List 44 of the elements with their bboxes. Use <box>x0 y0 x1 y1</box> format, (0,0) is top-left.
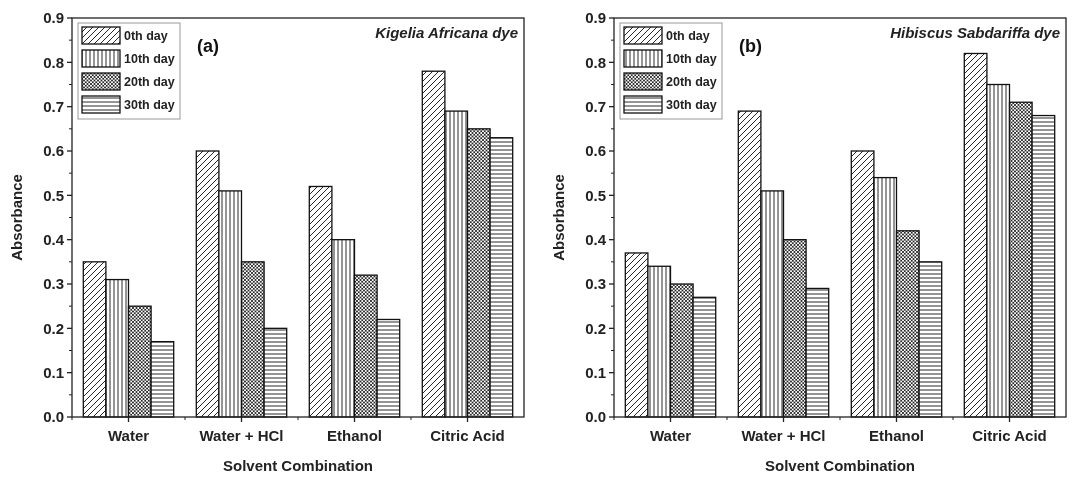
y-tick-label: 0.4 <box>43 230 65 248</box>
y-tick-label: 0.2 <box>585 319 606 337</box>
y-axis-title: Absorbance <box>8 174 25 261</box>
legend-label: 0th day <box>666 29 710 44</box>
y-tick-label: 0.8 <box>585 53 606 71</box>
chart-title: Kigelia Africana dye <box>375 24 518 41</box>
legend-label: 30th day <box>666 98 717 113</box>
y-tick-label: 0.7 <box>43 97 64 115</box>
x-tick-label: Citric Acid <box>972 427 1047 444</box>
x-tick-label: Water + HCl <box>741 427 826 444</box>
legend-label: 0th day <box>124 29 168 44</box>
y-tick-label: 0.5 <box>43 186 64 204</box>
legend-label: 10th day <box>124 52 175 67</box>
legend-label: 20th day <box>124 75 175 90</box>
y-tick-label: 0.3 <box>43 275 64 293</box>
legend-label: 30th day <box>124 98 175 113</box>
x-tick-label: Water <box>107 427 150 444</box>
y-tick-label: 0.6 <box>585 142 606 160</box>
y-tick-label: 0.1 <box>43 363 64 381</box>
x-tick-label: Ethanol <box>327 427 382 444</box>
y-tick-label: 0.9 <box>43 9 64 27</box>
legend-label: 10th day <box>666 52 717 67</box>
x-tick-label: Ethanol <box>869 427 924 444</box>
x-tick-label: Citric Acid <box>430 427 505 444</box>
y-tick-label: 0.0 <box>585 408 606 426</box>
x-axis-title: Solvent Combination <box>765 457 915 474</box>
annotation: (a) <box>197 36 219 56</box>
y-tick-label: 0.0 <box>43 408 64 426</box>
y-tick-label: 0.2 <box>43 319 64 337</box>
y-tick-label: 0.6 <box>43 142 64 160</box>
y-axis-title: Absorbance <box>550 174 567 261</box>
y-tick-label: 0.9 <box>585 9 606 27</box>
y-tick-label: 0.3 <box>585 275 606 293</box>
x-tick-label: Water <box>649 427 692 444</box>
annotation: (b) <box>739 36 762 56</box>
y-tick-label: 0.4 <box>585 230 607 248</box>
x-tick-label: Water + HCl <box>199 427 284 444</box>
x-axis-title: Solvent Combination <box>223 457 373 474</box>
chart-title: Hibiscus Sabdariffa dye <box>890 24 1060 41</box>
y-tick-label: 0.5 <box>585 186 606 204</box>
y-tick-label: 0.7 <box>585 97 606 115</box>
legend-label: 20th day <box>666 75 717 90</box>
y-tick-label: 0.8 <box>43 53 64 71</box>
y-tick-label: 0.1 <box>585 363 606 381</box>
